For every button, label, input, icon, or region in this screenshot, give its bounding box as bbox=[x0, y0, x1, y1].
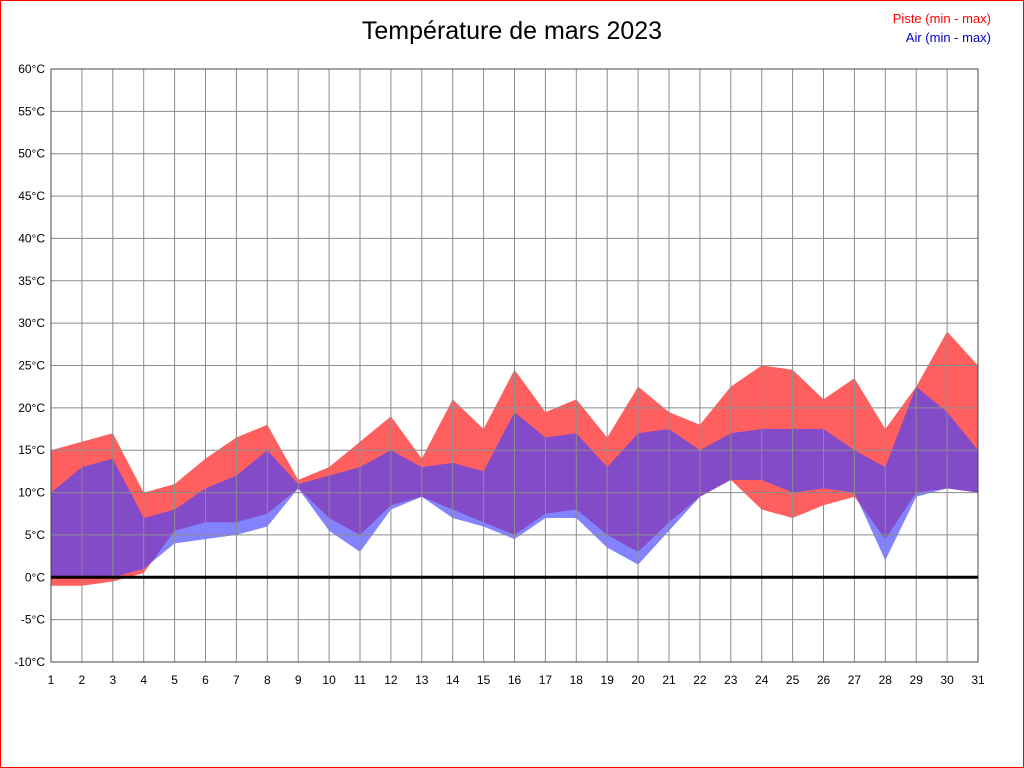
x-tick-label: 6 bbox=[202, 673, 209, 687]
x-tick-label: 1 bbox=[48, 673, 55, 687]
x-tick-label: 19 bbox=[601, 673, 615, 687]
x-tick-label: 14 bbox=[446, 673, 460, 687]
x-tick-label: 13 bbox=[415, 673, 429, 687]
x-tick-label: 10 bbox=[322, 673, 336, 687]
y-tick-label: -10°C bbox=[14, 655, 45, 669]
y-tick-label: 55°C bbox=[18, 104, 45, 118]
x-tick-label: 8 bbox=[264, 673, 271, 687]
y-tick-label: 45°C bbox=[18, 189, 45, 203]
x-tick-label: 4 bbox=[140, 673, 147, 687]
legend-piste-label: Piste (min - max) bbox=[892, 11, 991, 26]
y-tick-label: 60°C bbox=[18, 62, 45, 76]
y-tick-label: -5°C bbox=[21, 613, 45, 627]
x-tick-label: 18 bbox=[570, 673, 584, 687]
chart-legend: Piste (min - max) Air (min - max) bbox=[893, 9, 991, 47]
x-tick-label: 2 bbox=[79, 673, 86, 687]
x-tick-label: 23 bbox=[724, 673, 738, 687]
x-axis-tick-labels: 1 2 3 4 5 6 7 8 9 10 11 12 13 14 15 16 17 18 19 20 21 22 23 24 2… bbox=[48, 673, 985, 687]
x-tick-label: 17 bbox=[539, 673, 553, 687]
y-tick-label: 10°C bbox=[18, 486, 45, 500]
y-tick-label: 5°C bbox=[25, 528, 45, 542]
x-tick-label: 12 bbox=[384, 673, 398, 687]
x-tick-label: 16 bbox=[508, 673, 522, 687]
x-tick-label: 7 bbox=[233, 673, 240, 687]
x-tick-label: 20 bbox=[631, 673, 645, 687]
x-tick-label: 21 bbox=[662, 673, 676, 687]
y-tick-label: 25°C bbox=[18, 359, 45, 373]
x-tick-label: 29 bbox=[910, 673, 924, 687]
x-tick-label: 28 bbox=[879, 673, 893, 687]
x-tick-label: 30 bbox=[940, 673, 954, 687]
grid-lines bbox=[50, 68, 979, 663]
x-tick-label: 15 bbox=[477, 673, 491, 687]
x-tick-label: 26 bbox=[817, 673, 831, 687]
y-tick-label: 35°C bbox=[18, 274, 45, 288]
chart-title: Température de mars 2023 bbox=[361, 17, 663, 45]
y-tick-label: 0°C bbox=[25, 570, 45, 584]
y-tick-label: 50°C bbox=[18, 147, 45, 161]
x-tick-label: 11 bbox=[354, 673, 367, 687]
x-tick-label: 27 bbox=[848, 673, 862, 687]
legend-air-label: Air (min - max) bbox=[905, 30, 991, 45]
y-tick-label: 20°C bbox=[18, 401, 45, 415]
y-tick-label: 40°C bbox=[18, 231, 45, 245]
x-tick-label: 25 bbox=[786, 673, 800, 687]
plot-frame bbox=[50, 68, 979, 663]
x-tick-label: 5 bbox=[171, 673, 178, 687]
x-tick-label: 9 bbox=[295, 673, 302, 687]
y-tick-label: 15°C bbox=[18, 443, 45, 457]
x-tick-label: 31 bbox=[971, 673, 985, 687]
x-tick-label: 22 bbox=[693, 673, 707, 687]
y-tick-label: 30°C bbox=[18, 316, 45, 330]
x-tick-label: 3 bbox=[109, 673, 116, 687]
y-axis-tick-labels: -10°C -5°C 0°C 5°C 10°C 15°C 20°C 25°C 30°C 35°C 4… bbox=[14, 62, 45, 669]
x-tick-label: 24 bbox=[755, 673, 769, 687]
